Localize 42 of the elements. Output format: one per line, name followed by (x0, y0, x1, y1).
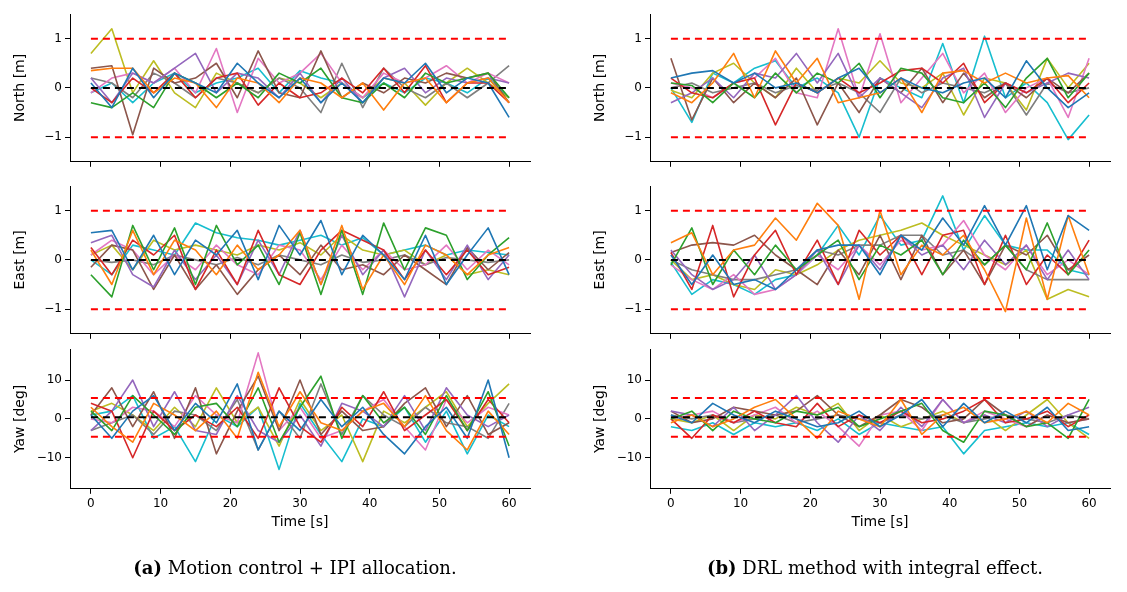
y-tick-label: 10 (626, 372, 642, 387)
x-tick-label: 0 (667, 496, 675, 511)
x-tick-label: 50 (431, 496, 448, 511)
y-tick-label: 1 (634, 202, 642, 217)
text: (a) Motion control + IPI allocation. (132, 557, 458, 578)
x-tick-label: 0 (87, 496, 95, 511)
y-tick-label: −1 (624, 129, 642, 144)
y-tick-label: 10 (46, 372, 62, 387)
x-tick-label: 60 (1081, 496, 1097, 511)
y-axis-title: East [m] (11, 230, 28, 290)
x-axis-title: Time [s] (270, 513, 329, 530)
y-tick-label: −1 (44, 129, 62, 144)
y-axis-title: East [m] (591, 230, 608, 290)
y-tick-label: 0 (54, 80, 62, 95)
y-tick-label: −1 (624, 301, 642, 316)
y-tick-label: 1 (54, 30, 62, 45)
x-tick-label: 40 (362, 496, 378, 511)
y-axis-title: Yaw [deg] (591, 384, 608, 455)
y-axis-title: North [m] (591, 53, 608, 122)
y-tick-label: −10 (616, 449, 642, 464)
x-tick-label: 50 (1011, 496, 1028, 511)
y-tick-label: 0 (634, 252, 642, 267)
y-axis-title: North [m] (11, 53, 28, 122)
y-tick-label: 0 (634, 411, 642, 426)
y-axis-title: Yaw [deg] (11, 384, 28, 455)
x-tick-label: 60 (501, 496, 517, 511)
y-tick-label: 1 (634, 30, 642, 45)
x-tick-label: 20 (802, 496, 818, 511)
x-tick-label: 20 (222, 496, 238, 511)
y-tick-label: 0 (54, 252, 62, 267)
x-tick-label: 30 (872, 496, 888, 511)
y-tick-label: 1 (54, 202, 62, 217)
x-axis-title: Time [s] (850, 513, 909, 530)
y-tick-label: −10 (36, 449, 62, 464)
x-tick-label: 40 (942, 496, 958, 511)
y-tick-label: −1 (44, 301, 62, 316)
text: (b) DRL method with integral effect. (705, 557, 1044, 578)
x-tick-label: 30 (292, 496, 308, 511)
x-tick-label: 10 (732, 496, 749, 511)
y-tick-label: 0 (634, 80, 642, 95)
y-tick-label: 0 (54, 411, 62, 426)
x-tick-label: 10 (152, 496, 169, 511)
